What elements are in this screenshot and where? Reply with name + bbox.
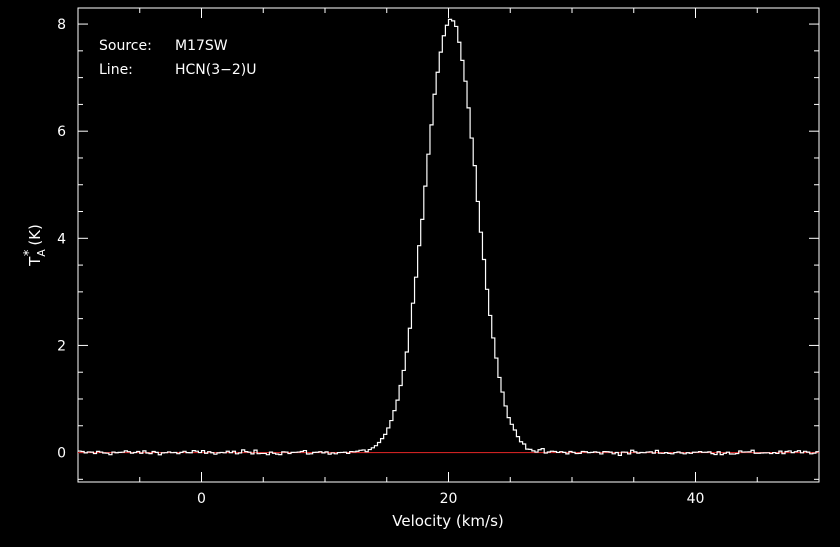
y-axis-title: TA* (K): [22, 224, 48, 267]
source-label: Source:: [99, 38, 152, 54]
y-tick-label: 2: [57, 338, 66, 354]
y-tick-label: 8: [57, 17, 66, 33]
x-tick-label: 40: [687, 491, 705, 507]
x-tick-label: 20: [440, 491, 458, 507]
y-tick-labels: 0 2 4 6 8: [57, 17, 66, 461]
y-axis-title-main: T: [26, 256, 44, 267]
y-axis-title-sub: A: [35, 249, 48, 257]
line-value: HCN(3−2)U: [175, 62, 257, 78]
y-tick-label: 0: [57, 446, 66, 462]
y-axis-title-sup: *: [22, 249, 37, 256]
x-tick-labels: 0 20 40: [197, 491, 704, 507]
x-axis-title: Velocity (km/s): [392, 512, 503, 530]
y-tick-label: 4: [57, 231, 66, 247]
y-tick-label: 6: [57, 124, 66, 140]
plot-frame: [77, 7, 820, 483]
line-label: Line:: [99, 62, 133, 78]
axis-ticks: [77, 8, 820, 482]
spectrum-series: [78, 18, 819, 456]
svg-text:TA*(K): TA* (K): [22, 224, 48, 267]
source-value: M17SW: [175, 38, 228, 54]
y-axis-title-unit: (K): [26, 224, 44, 246]
x-tick-label: 0: [197, 491, 206, 507]
